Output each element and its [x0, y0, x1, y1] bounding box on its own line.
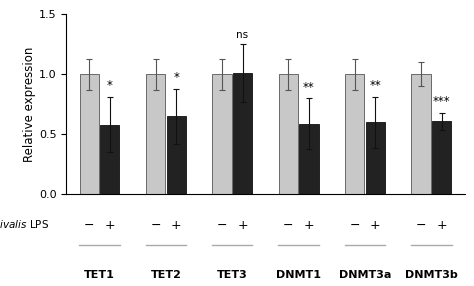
Bar [146, 74, 165, 194]
Text: −: − [283, 219, 293, 232]
Text: *: * [107, 80, 113, 92]
Text: +: + [171, 219, 182, 232]
Bar [100, 125, 119, 194]
Text: DNMT1: DNMT1 [276, 270, 321, 280]
Text: DNMT3b: DNMT3b [405, 270, 458, 280]
Text: ***: *** [433, 95, 450, 108]
Text: $\it{P. gingivalis}$ LPS: $\it{P. gingivalis}$ LPS [0, 218, 49, 232]
Bar [166, 116, 186, 194]
Text: ns: ns [237, 29, 248, 39]
Text: TET2: TET2 [150, 270, 182, 280]
Text: TET1: TET1 [84, 270, 115, 280]
Text: −: − [84, 219, 94, 232]
Text: −: − [150, 219, 161, 232]
Bar [345, 74, 365, 194]
Y-axis label: Relative expression: Relative expression [23, 47, 36, 162]
Bar [432, 121, 451, 194]
Bar [212, 74, 232, 194]
Bar [299, 124, 319, 194]
Text: +: + [370, 219, 381, 232]
Text: **: ** [303, 81, 315, 94]
Text: **: ** [369, 80, 381, 92]
Bar [233, 73, 252, 194]
Text: −: − [349, 219, 360, 232]
Text: *: * [173, 71, 179, 84]
Text: −: − [217, 219, 227, 232]
Text: +: + [436, 219, 447, 232]
Bar [365, 122, 385, 194]
Text: +: + [303, 219, 314, 232]
Text: +: + [104, 219, 115, 232]
Text: TET3: TET3 [217, 270, 247, 280]
Bar [411, 74, 431, 194]
Bar [279, 74, 298, 194]
Text: +: + [237, 219, 248, 232]
Text: −: − [416, 219, 426, 232]
Bar [80, 74, 99, 194]
Text: DNMT3a: DNMT3a [339, 270, 391, 280]
